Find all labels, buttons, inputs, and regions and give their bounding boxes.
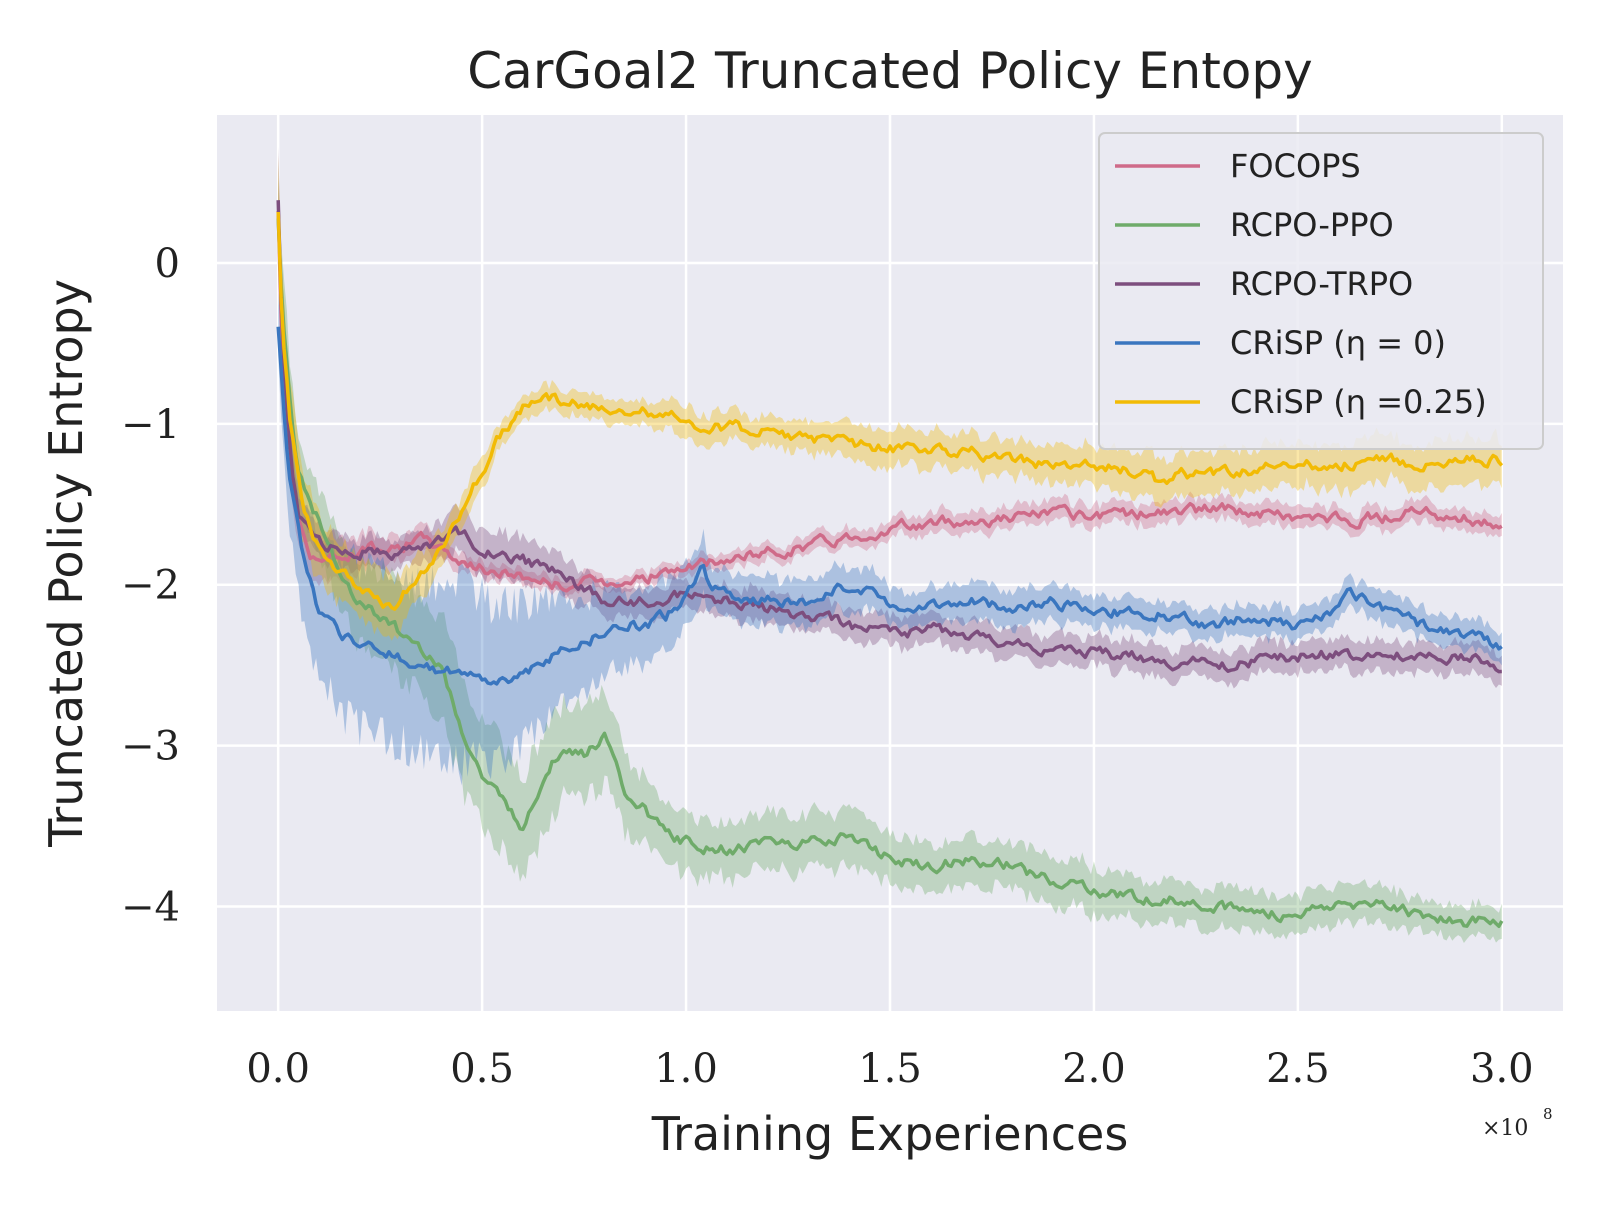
legend-box	[1098, 132, 1544, 450]
x-tick-label: 3.0	[1470, 1046, 1534, 1092]
tick-labels: 0.0 0.5 1.0 1.5 2.0 2.5 3.0 0 −1 −2 −3 −4	[121, 241, 1534, 1092]
series-band	[278, 292, 1502, 786]
series-band	[278, 177, 1502, 944]
x-axis-exponent: ×10 8	[1482, 1105, 1553, 1141]
chart-title: CarGoal2 Truncated Policy Entopy	[467, 42, 1312, 100]
x-tick-label: 1.5	[858, 1046, 922, 1092]
series-band	[278, 181, 1502, 599]
series-band	[278, 155, 1502, 641]
legend-label: RCPO-PPO	[1230, 206, 1394, 244]
y-tick-label: −1	[121, 402, 180, 448]
x-tick-label: 2.0	[1062, 1046, 1126, 1092]
y-axis-title: Truncated Policy Entropy	[39, 279, 93, 848]
series-line	[276, 210, 1503, 593]
legend-label: CRiSP (η = 0)	[1230, 324, 1446, 362]
series-line	[276, 200, 1502, 674]
x-tick-label: 0.5	[450, 1046, 514, 1092]
y-tick-label: −4	[121, 884, 180, 930]
legend: FOCOPS RCPO-PPO RCPO-TRPO CRiSP (η = 0) CRiS…	[1098, 132, 1544, 450]
confidence-bands	[278, 146, 1502, 944]
x-tick-label: 2.5	[1266, 1046, 1330, 1092]
x-exponent-base: ×10	[1482, 1116, 1528, 1141]
legend-label: CRiSP (η =0.25)	[1230, 383, 1487, 421]
series-line	[276, 326, 1503, 686]
x-axis-title: Training Experiences	[651, 1107, 1129, 1161]
x-tick-label: 0.0	[246, 1046, 310, 1092]
x-tick-label: 1.0	[654, 1046, 718, 1092]
y-tick-label: −2	[121, 563, 180, 609]
y-tick-label: −3	[121, 724, 180, 770]
legend-label: FOCOPS	[1230, 147, 1361, 185]
series-line	[276, 211, 1504, 611]
series-line	[276, 218, 1504, 929]
y-tick-label: 0	[155, 241, 180, 287]
series-lines	[276, 200, 1504, 929]
x-exponent-power: 8	[1543, 1105, 1553, 1123]
legend-label: RCPO-TRPO	[1230, 265, 1413, 303]
